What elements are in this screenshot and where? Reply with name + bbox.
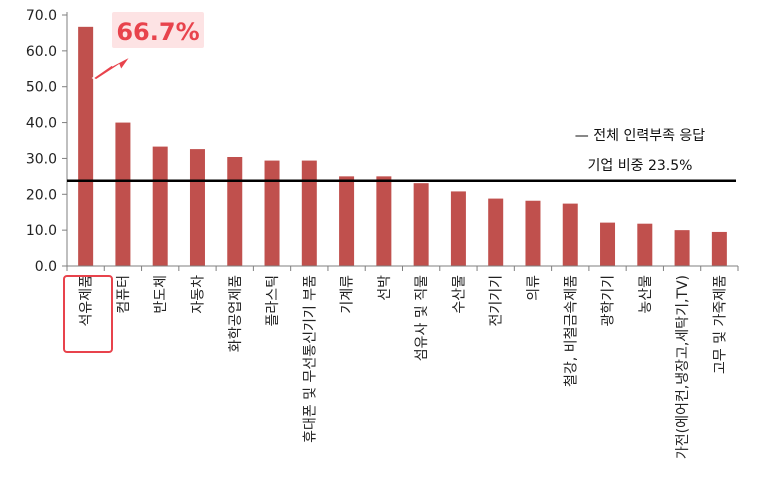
category-label: 의류: [526, 275, 542, 301]
category-label: 컴퓨터: [116, 275, 132, 314]
category-label: 휴대폰 및 무선통신기기 부품: [302, 275, 318, 443]
category-label: 화학공업제품: [228, 275, 244, 352]
callout-arrow: [91, 55, 132, 81]
category-label: 광학기기: [601, 275, 617, 327]
bar: [488, 198, 504, 266]
bar: [301, 160, 317, 266]
y-tick-label: 50.0: [26, 80, 57, 96]
category-highlight-box: [63, 275, 113, 353]
y-tick-label: 0.0: [35, 259, 57, 275]
category-label: 고무 및 가죽제품: [712, 275, 728, 374]
bar: [674, 230, 690, 266]
category-labels: 석유제품 컴퓨터 반도체 자동차 화학공업제품 플라스틱 휴대폰 및 무선통신기기 부품 기계…: [79, 275, 729, 459]
category-label: 농산물: [638, 275, 654, 314]
callout-label: 66.7%: [116, 18, 199, 46]
bars: [78, 26, 727, 267]
bar: [339, 176, 355, 266]
reference-line-label-2: 기업 비중 23.5%: [588, 158, 693, 174]
category-label: 석유제품: [79, 275, 95, 327]
bar: [637, 223, 653, 266]
bar: [115, 122, 131, 266]
bar: [711, 231, 727, 266]
bar: [562, 203, 578, 266]
callout-label-background: [112, 12, 204, 48]
bar: [600, 222, 616, 266]
category-label: 섬유사 및 직물: [414, 275, 430, 361]
y-tick-label: 70.0: [26, 8, 57, 24]
category-label: 가전(에어컨,냉장고,세탁기,TV): [675, 275, 691, 459]
bar: [189, 149, 205, 266]
bar: [227, 156, 243, 266]
bar: [264, 160, 280, 266]
bar: [525, 200, 541, 266]
category-label: 자동차: [190, 275, 206, 314]
bar: [376, 176, 392, 266]
bar: [413, 183, 429, 266]
y-tick-label: 10.0: [26, 223, 57, 239]
bar: [450, 191, 466, 266]
category-label: 철강, 비철금속제품: [563, 275, 579, 387]
y-tick-label: 20.0: [26, 187, 57, 203]
category-label: 기계류: [340, 275, 356, 314]
reference-line-label-1: — 전체 인력부족 응답: [575, 128, 706, 144]
y-axis: 0.0 10.0 20.0 30.0 40.0 50.0 60.0 70.0: [26, 8, 68, 275]
bar: [152, 146, 168, 266]
y-tick-label: 60.0: [26, 44, 57, 60]
y-tick-label: 40.0: [26, 116, 57, 132]
highlight-callout: 66.7%: [63, 12, 204, 353]
category-label: 반도체: [153, 275, 169, 314]
category-label: 전기기기: [489, 275, 505, 327]
bar: [78, 26, 94, 267]
x-axis: [66, 265, 739, 271]
category-label: 선박: [377, 275, 393, 301]
y-tick-label: 30.0: [26, 151, 57, 167]
category-label: 플라스틱: [265, 275, 281, 327]
category-label: 수산물: [451, 275, 467, 314]
